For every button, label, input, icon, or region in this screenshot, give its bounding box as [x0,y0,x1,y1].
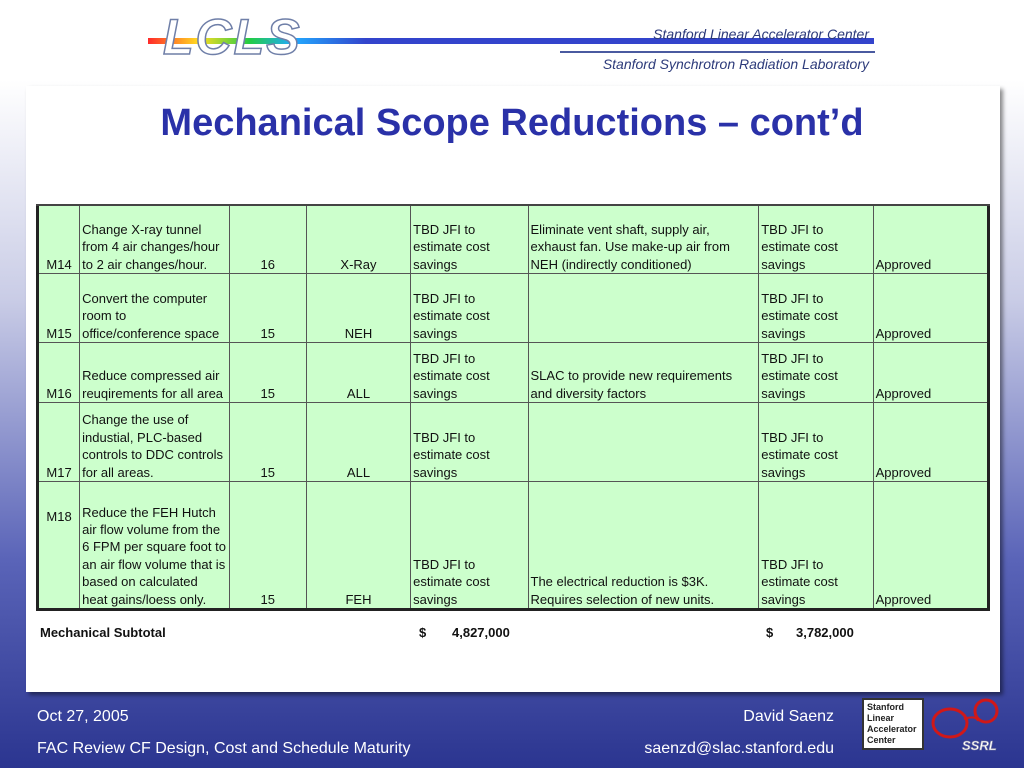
slide-title: Mechanical Scope Reductions – cont’d [160,102,864,144]
row-savings: TBD JFI to estimate cost savings [758,204,874,274]
row-description: Change X-ray tunnel from 4 air changes/h… [79,204,230,274]
badge-line: Linear [867,713,895,723]
row-description: Convert the computer room to office/conf… [79,273,230,343]
row-savings: TBD JFI to estimate cost savings [758,342,874,403]
org-divider [560,51,875,53]
row-wbs: 15 [228,481,307,610]
badge-line: Stanford [867,702,904,712]
row-id: M18 [36,481,81,610]
row-building: ALL [305,402,412,482]
footer-event: FAC Review CF Design, Cost and Schedule … [37,740,411,757]
row-description: Change the use of industial, PLC-based c… [79,402,230,482]
table-row: M16 Reduce compressed air reuqirements f… [36,342,990,403]
row-id: M17 [36,402,81,482]
row-wbs: 15 [228,273,307,343]
row-estimate: TBD JFI to estimate cost savings [410,204,529,274]
footer-email: saenzd@slac.stanford.edu [644,740,834,757]
slac-badge: Stanford Linear Accelerator Center [862,698,924,750]
scope-reduction-table: M14 Change X-ray tunnel from 4 air chang… [36,204,990,611]
row-estimate: TBD JFI to estimate cost savings [410,342,529,403]
row-estimate: TBD JFI to estimate cost savings [410,481,529,610]
row-comments: SLAC to provide new requirements and div… [527,342,760,403]
subtotal-currency-1: $ [419,625,427,640]
footer-date: Oct 27, 2005 [37,708,129,725]
table-row: M18 Reduce the FEH Hutch air flow volume… [36,481,990,610]
row-savings: TBD JFI to estimate cost savings [758,402,874,482]
row-wbs: 15 [228,342,307,403]
row-savings: TBD JFI to estimate cost savings [758,481,874,610]
table-top-border [36,204,990,206]
table-row: M17 Change the use of industial, PLC-bas… [36,402,990,482]
row-description: Reduce the FEH Hutch air flow volume fro… [79,481,230,610]
row-comments: Eliminate vent shaft, supply air, exhaus… [527,204,760,274]
row-status: Approved [872,481,990,610]
rainbow-rule [148,38,874,44]
subtotal-amount-2: 3,782,000 [796,625,854,640]
row-wbs: 15 [228,402,307,482]
row-comments [527,402,760,482]
row-wbs: 16 [228,204,307,274]
row-id: M16 [36,342,81,403]
org-line-ssrl: Stanford Synchrotron Radiation Laborator… [602,56,869,72]
row-savings: TBD JFI to estimate cost savings [758,273,874,343]
row-status: Approved [872,402,990,482]
row-building: ALL [305,342,412,403]
row-id: M15 [36,273,81,343]
row-status: Approved [872,342,990,403]
row-estimate: TBD JFI to estimate cost savings [410,273,529,343]
row-description: Reduce compressed air reuqirements for a… [79,342,230,403]
badge-line: Accelerator [867,724,917,734]
badge-line: Center [867,735,896,745]
row-building: NEH [305,273,412,343]
subtotal-amount-1: 4,827,000 [452,625,510,640]
row-comments [527,273,760,343]
subtotal-label: Mechanical Subtotal [40,625,166,640]
row-estimate: TBD JFI to estimate cost savings [410,402,529,482]
row-status: Approved [872,204,990,274]
table-row: M15 Convert the computer room to office/… [36,273,990,343]
org-line-slac: Stanford Linear Accelerator Center [653,26,869,42]
table-row: M14 Change X-ray tunnel from 4 air chang… [36,204,990,274]
lcls-logo: LCLS [162,9,302,65]
footer-presenter: David Saenz [743,708,834,725]
header-banner: LCLS Stanford Linear Accelerator Center … [0,0,1024,80]
row-building: X-Ray [305,204,412,274]
ssrl-ring-logo: SSRL [931,698,999,753]
subtotal-currency-2: $ [766,625,774,640]
row-status: Approved [872,273,990,343]
row-comments: The electrical reduction is $3K. Require… [527,481,760,610]
ssrl-logo-text: SSRL [962,738,997,753]
row-building: FEH [305,481,412,610]
row-id: M14 [36,204,81,274]
